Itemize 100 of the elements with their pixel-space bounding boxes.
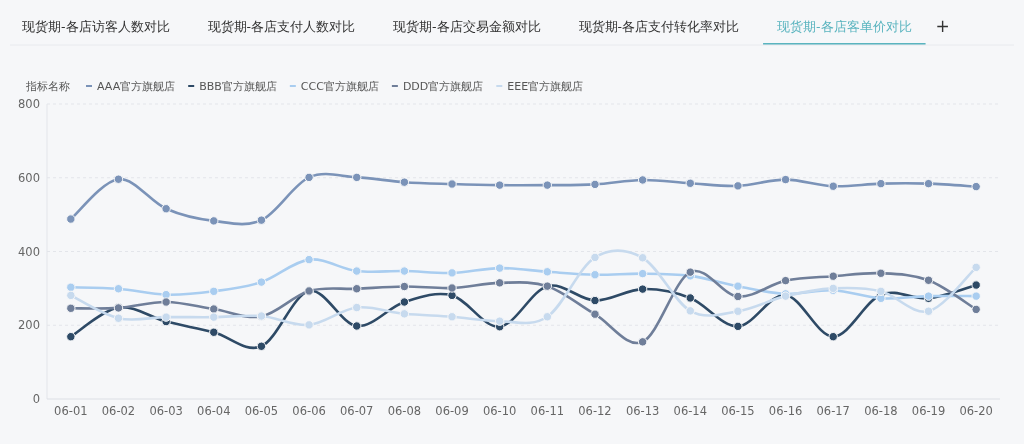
point bbox=[923, 178, 934, 189]
point bbox=[637, 175, 648, 185]
point bbox=[113, 313, 124, 323]
x-tick-label: 06-02 bbox=[101, 404, 136, 418]
text: 现货期-各店支付人数对比 bbox=[207, 19, 356, 34]
x-tick-label: 06-06 bbox=[292, 404, 326, 418]
point bbox=[923, 275, 934, 285]
point bbox=[66, 282, 76, 292]
point bbox=[876, 178, 886, 189]
point bbox=[733, 306, 743, 316]
point bbox=[733, 321, 743, 332]
y-tick-label: 800 bbox=[18, 97, 40, 111]
point bbox=[352, 321, 362, 331]
legend-label: DDD官方旗舰店 bbox=[402, 80, 484, 93]
point bbox=[637, 268, 648, 279]
x-tick-label: 06-14 bbox=[673, 404, 707, 418]
point bbox=[447, 312, 457, 322]
y-tick-label: 0 bbox=[32, 392, 40, 406]
point bbox=[685, 178, 695, 188]
point bbox=[971, 280, 981, 290]
point bbox=[637, 337, 648, 347]
point bbox=[209, 216, 219, 226]
point bbox=[352, 284, 362, 294]
point bbox=[494, 180, 505, 190]
point bbox=[590, 270, 600, 280]
x-tick-label: 06-10 bbox=[482, 404, 517, 418]
x-tick-label: 06-03 bbox=[149, 404, 183, 418]
point bbox=[66, 331, 76, 342]
point bbox=[542, 312, 553, 322]
point bbox=[256, 277, 267, 287]
point bbox=[399, 309, 410, 319]
text: 现货期-各店交易金额对比 bbox=[393, 19, 541, 34]
point bbox=[685, 306, 695, 316]
point bbox=[637, 284, 648, 294]
point bbox=[733, 181, 743, 191]
text: + bbox=[935, 16, 950, 36]
point bbox=[494, 278, 505, 288]
x-tick-label: 06-15 bbox=[721, 404, 755, 418]
point bbox=[161, 204, 171, 214]
point bbox=[685, 293, 695, 303]
point bbox=[66, 303, 76, 313]
x-tick-label: 06-04 bbox=[197, 404, 231, 418]
x-tick-label: 06-05 bbox=[244, 404, 279, 418]
point bbox=[923, 306, 934, 316]
x-tick-label: 06-13 bbox=[625, 404, 660, 418]
point bbox=[828, 331, 838, 342]
point bbox=[352, 172, 362, 183]
point bbox=[828, 271, 838, 281]
point bbox=[161, 297, 171, 307]
point bbox=[447, 283, 457, 293]
point bbox=[352, 266, 362, 276]
point bbox=[876, 268, 886, 278]
point bbox=[494, 263, 505, 273]
text: 现货期-各店支付转化率对比 bbox=[578, 19, 740, 34]
x-tick-label: 06-09 bbox=[435, 404, 469, 418]
legend-label: BBB官方旗舰店 bbox=[199, 80, 277, 93]
point bbox=[542, 180, 553, 190]
x-tick-label: 06-07 bbox=[340, 404, 374, 418]
x-tick-label: 06-11 bbox=[530, 404, 565, 418]
point bbox=[542, 267, 553, 277]
x-tick-label: 06-19 bbox=[911, 404, 946, 418]
x-tick-label: 06-17 bbox=[816, 404, 850, 418]
x-tick-label: 06-01 bbox=[54, 404, 88, 418]
point bbox=[256, 215, 267, 225]
point bbox=[304, 172, 314, 183]
point bbox=[733, 291, 743, 302]
point bbox=[113, 284, 124, 294]
point bbox=[590, 179, 600, 190]
point bbox=[590, 309, 600, 319]
legend-label: CCC官方旗舰店 bbox=[300, 80, 379, 93]
point bbox=[304, 320, 314, 330]
point bbox=[780, 174, 791, 185]
point bbox=[304, 254, 314, 265]
point bbox=[828, 181, 838, 191]
x-tick-label: 06-08 bbox=[387, 404, 422, 418]
y-tick-label: 600 bbox=[18, 170, 40, 185]
point bbox=[637, 253, 648, 263]
point bbox=[399, 266, 410, 276]
x-tick-label: 06-16 bbox=[768, 404, 803, 418]
point bbox=[447, 179, 457, 189]
y-tick-label: 400 bbox=[18, 244, 40, 259]
legend-label: AAA官方旗舰店 bbox=[97, 80, 176, 93]
x-tick-label: 06-12 bbox=[578, 404, 612, 418]
point bbox=[494, 316, 505, 326]
point bbox=[780, 275, 791, 286]
point bbox=[66, 214, 76, 224]
point bbox=[209, 286, 219, 297]
legend-title: 指标名称 bbox=[25, 80, 70, 93]
point bbox=[113, 174, 124, 184]
point bbox=[971, 291, 981, 301]
point bbox=[685, 267, 695, 277]
point bbox=[590, 295, 600, 306]
point bbox=[971, 181, 981, 192]
point bbox=[399, 177, 410, 187]
text: 现货期-各店访客人数对比 bbox=[22, 19, 170, 34]
point bbox=[209, 312, 219, 322]
point bbox=[209, 304, 219, 314]
point bbox=[209, 327, 219, 337]
point bbox=[161, 312, 171, 322]
x-tick-label: 06-20 bbox=[959, 404, 993, 418]
